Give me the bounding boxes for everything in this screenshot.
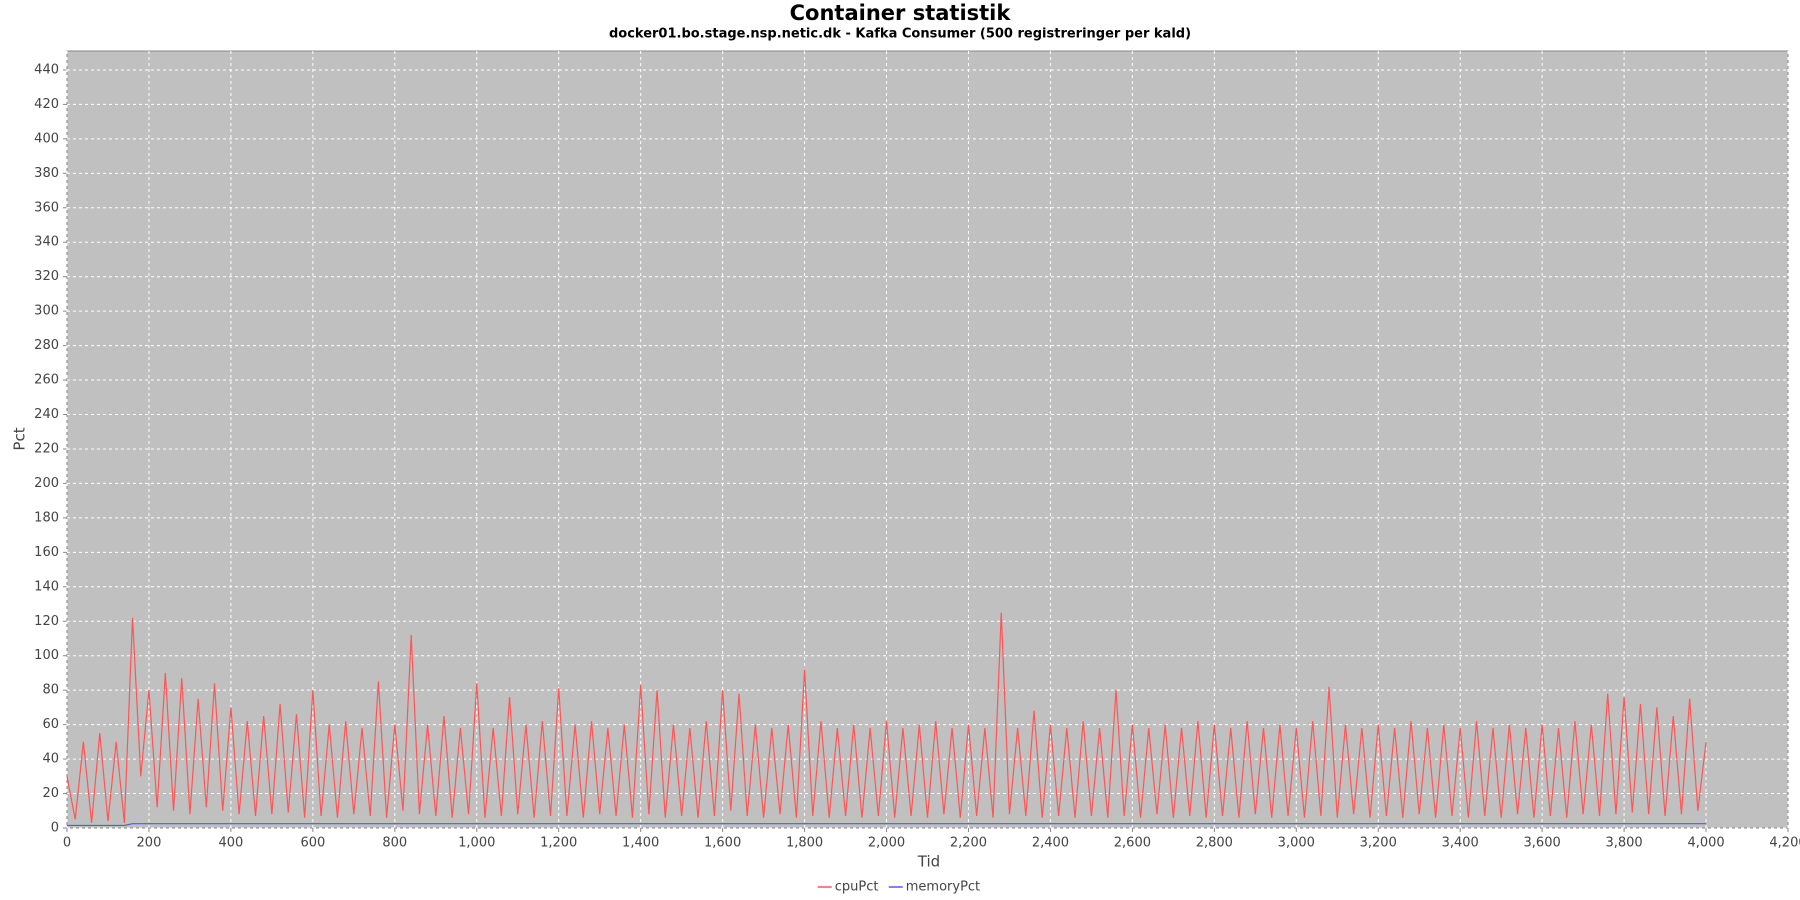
y-tick-label: 440 bbox=[34, 62, 59, 77]
x-tick-label: 3,600 bbox=[1524, 836, 1561, 851]
x-tick-label: 3,200 bbox=[1360, 836, 1397, 851]
y-tick-label: 420 bbox=[34, 97, 59, 112]
data-line bbox=[67, 823, 1707, 827]
x-tick-label: 4,200 bbox=[1769, 836, 1800, 851]
x-axis-label: Tid bbox=[917, 853, 940, 871]
y-tick-label: 140 bbox=[34, 579, 59, 594]
y-tick-label: 380 bbox=[34, 166, 59, 181]
x-tick-label: 1,000 bbox=[458, 836, 495, 851]
y-tick-label: 300 bbox=[34, 304, 59, 319]
y-tick-label: 180 bbox=[34, 510, 59, 525]
y-tick-label: 100 bbox=[34, 648, 59, 663]
x-tick-label: 1,400 bbox=[622, 836, 659, 851]
x-tick-label: 400 bbox=[218, 836, 243, 851]
y-tick-label: 320 bbox=[34, 269, 59, 284]
y-tick-label: 280 bbox=[34, 338, 59, 353]
x-tick-label: 1,800 bbox=[786, 836, 823, 851]
x-tick-label: 3,000 bbox=[1278, 836, 1315, 851]
y-tick-label: 160 bbox=[34, 545, 59, 560]
y-tick-label: 20 bbox=[42, 786, 59, 801]
chart-title: Container statistik bbox=[790, 1, 1012, 25]
x-tick-label: 600 bbox=[300, 836, 325, 851]
x-tick-label: 200 bbox=[137, 836, 162, 851]
y-tick-label: 200 bbox=[34, 476, 59, 491]
x-tick-label: 3,800 bbox=[1605, 836, 1642, 851]
y-tick-label: 260 bbox=[34, 373, 59, 388]
legend-label: memoryPct bbox=[906, 880, 980, 895]
x-tick-label: 2,000 bbox=[868, 836, 905, 851]
x-tick-label: 3,400 bbox=[1442, 836, 1479, 851]
x-tick-label: 1,200 bbox=[540, 836, 577, 851]
y-axis-label: Pct bbox=[11, 427, 29, 450]
plot-area bbox=[66, 50, 1789, 829]
y-tick-label: 400 bbox=[34, 131, 59, 146]
x-tick-label: 2,800 bbox=[1196, 836, 1233, 851]
y-tick-label: 0 bbox=[51, 821, 59, 836]
legend-label: cpuPct bbox=[835, 880, 879, 895]
data-line bbox=[66, 612, 1707, 823]
y-tick-label: 120 bbox=[34, 614, 59, 629]
chart-subtitle: docker01.bo.stage.nsp.netic.dk - Kafka C… bbox=[609, 27, 1191, 42]
x-tick-label: 1,600 bbox=[704, 836, 741, 851]
y-tick-label: 360 bbox=[34, 200, 59, 215]
y-tick-label: 60 bbox=[42, 717, 59, 732]
x-tick-label: 4,000 bbox=[1687, 836, 1724, 851]
x-tick-label: 800 bbox=[382, 836, 407, 851]
y-tick-label: 40 bbox=[42, 752, 59, 767]
y-tick-label: 220 bbox=[34, 441, 59, 456]
y-tick-label: 340 bbox=[34, 235, 59, 250]
x-tick-label: 0 bbox=[63, 836, 71, 851]
y-tick-label: 240 bbox=[34, 407, 59, 422]
y-tick-label: 80 bbox=[42, 683, 59, 698]
x-tick-label: 2,600 bbox=[1114, 836, 1151, 851]
x-tick-label: 2,200 bbox=[950, 836, 987, 851]
x-tick-label: 2,400 bbox=[1032, 836, 1069, 851]
